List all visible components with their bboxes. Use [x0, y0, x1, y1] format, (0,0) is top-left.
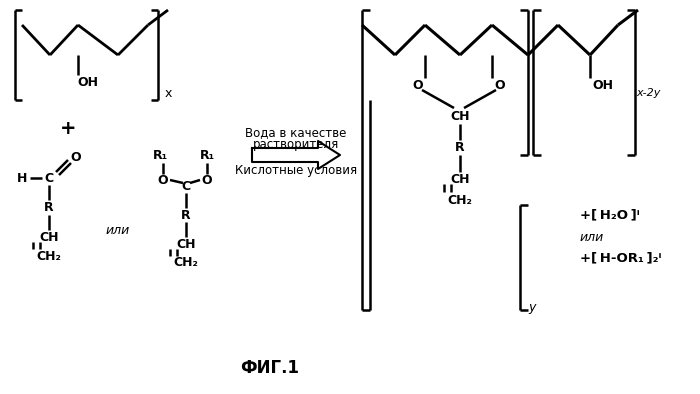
- Text: или: или: [106, 223, 130, 236]
- Text: R₁: R₁: [153, 149, 167, 162]
- Text: O: O: [495, 78, 505, 91]
- Text: R₁: R₁: [199, 149, 215, 162]
- Text: C: C: [44, 171, 54, 184]
- Text: C: C: [181, 180, 190, 193]
- Text: y: y: [528, 301, 536, 314]
- Text: CH: CH: [450, 173, 470, 186]
- Text: +: +: [60, 119, 76, 138]
- Text: O: O: [158, 173, 168, 186]
- Polygon shape: [252, 141, 340, 169]
- Text: растворителя: растворителя: [253, 138, 339, 151]
- Text: R: R: [44, 201, 54, 214]
- Text: R: R: [181, 208, 191, 221]
- Text: ФИГ.1: ФИГ.1: [241, 359, 300, 377]
- Text: O: O: [71, 151, 81, 164]
- Text: +[ H₂O ]ⁱ: +[ H₂O ]ⁱ: [580, 208, 640, 221]
- Text: или: или: [580, 230, 604, 243]
- Text: OH: OH: [78, 76, 99, 89]
- Text: R: R: [455, 141, 465, 154]
- Text: CH₂: CH₂: [447, 193, 473, 206]
- Text: O: O: [413, 78, 424, 91]
- Text: H: H: [17, 171, 27, 184]
- Text: CH₂: CH₂: [36, 249, 62, 262]
- Text: x: x: [164, 87, 172, 100]
- Text: CH: CH: [176, 238, 196, 251]
- Text: CH: CH: [39, 230, 59, 243]
- Text: O: O: [202, 173, 212, 186]
- Text: +[ H‑OR₁ ]₂ⁱ: +[ H‑OR₁ ]₂ⁱ: [580, 251, 662, 264]
- Text: Вода в качестве: Вода в качестве: [245, 126, 346, 139]
- Text: CH: CH: [450, 110, 470, 123]
- Text: Кислотные условия: Кислотные условия: [235, 164, 357, 177]
- Text: x-2y: x-2y: [636, 88, 660, 98]
- Text: OH: OH: [592, 78, 613, 91]
- Text: CH₂: CH₂: [174, 256, 198, 269]
